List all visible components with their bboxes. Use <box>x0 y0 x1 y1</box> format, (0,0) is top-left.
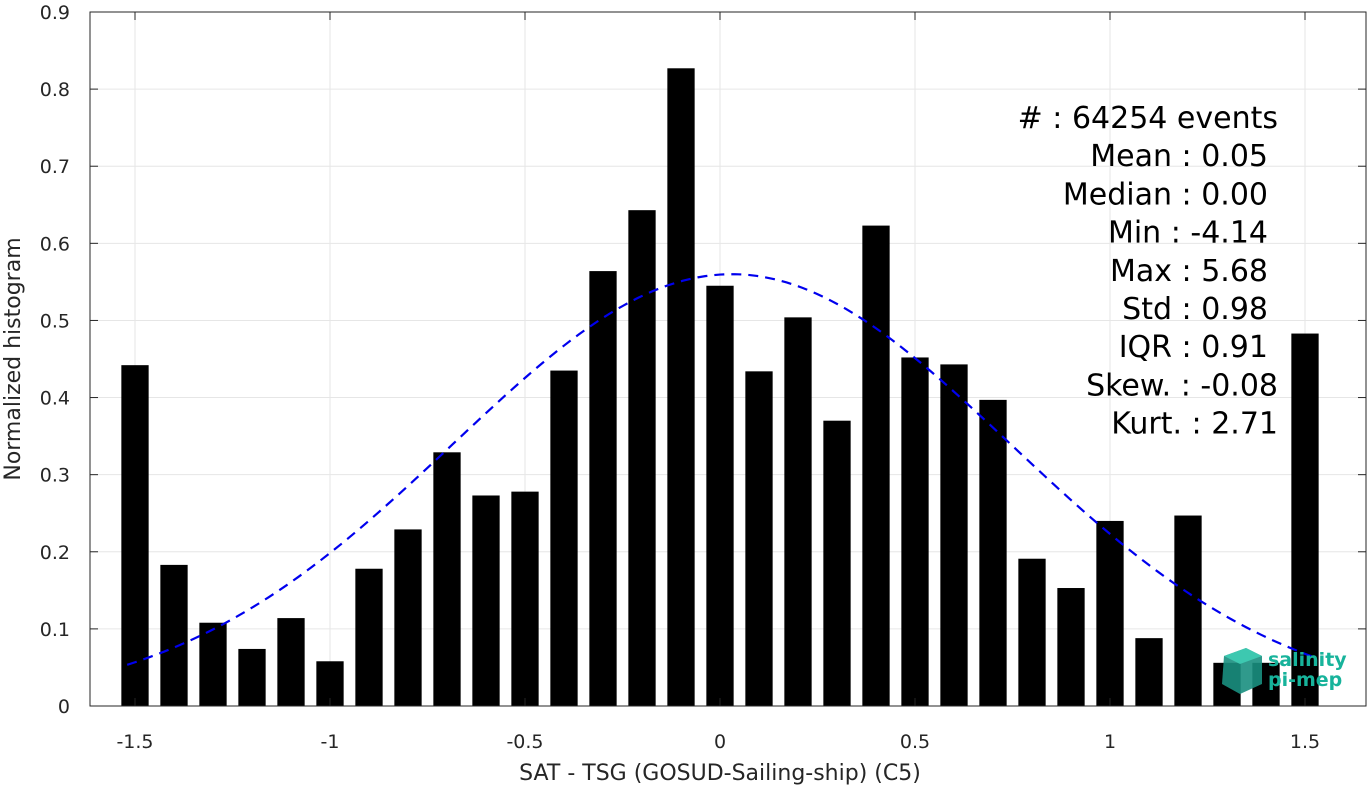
x-tick-label: 0 <box>714 731 726 753</box>
x-tick-label: 0.5 <box>900 731 930 753</box>
x-tick-label: -1 <box>321 731 340 753</box>
histogram-bar <box>355 568 383 706</box>
stat-line: Std : 0.98 <box>1122 292 1268 327</box>
histogram-bar <box>1135 638 1163 706</box>
histogram-bar <box>784 317 812 706</box>
y-tick-label: 0.3 <box>40 465 70 487</box>
stat-line: # : 64254 events <box>1018 101 1278 136</box>
histogram-bar <box>238 648 266 706</box>
histogram-bar <box>979 399 1007 706</box>
y-tick-label: 0.1 <box>40 619 70 641</box>
histogram-bar <box>745 371 773 706</box>
histogram-bar <box>1291 333 1319 706</box>
y-tick-label: 0.4 <box>40 388 70 410</box>
salinity-pi-mep-logo: salinity pi-mep <box>1222 648 1347 694</box>
histogram-bar <box>823 420 851 706</box>
histogram-bar <box>628 210 656 707</box>
histogram-bar <box>706 285 734 706</box>
histogram-bar <box>940 364 968 706</box>
axis-ticks <box>90 11 1366 707</box>
histogram-bar <box>511 491 539 706</box>
x-tick-labels: -1.5 -1 -0.5 0 0.5 1 1.5 <box>116 731 1320 753</box>
x-tick-label: -0.5 <box>506 731 543 753</box>
y-tick-labels: 0 0.1 0.2 0.3 0.4 0.5 0.6 0.7 0.8 0.9 <box>40 2 70 718</box>
y-tick-label: 0.7 <box>40 156 70 178</box>
y-tick-label: 0.8 <box>40 79 70 101</box>
histogram-bar <box>199 622 227 706</box>
histogram-bar <box>1018 558 1046 706</box>
histogram-bar <box>862 225 890 706</box>
y-axis-label: Normalized histogram <box>1 237 26 480</box>
histogram-bar <box>277 618 305 706</box>
x-tick-label: 1.5 <box>1290 731 1320 753</box>
stat-line: Median : 0.00 <box>1063 177 1268 212</box>
histogram-bar <box>160 564 188 706</box>
histogram-bar <box>472 495 500 706</box>
histogram-bar <box>1057 588 1085 706</box>
histogram-bar <box>1174 515 1202 706</box>
logo-line1: salinity <box>1268 649 1347 671</box>
x-tick-label: -1.5 <box>116 731 153 753</box>
histogram-bar <box>433 452 461 706</box>
bars <box>121 68 1319 707</box>
histogram-bar <box>394 529 422 706</box>
stat-line: Max : 5.68 <box>1110 254 1268 289</box>
histogram-bar <box>589 271 617 706</box>
y-tick-label: 0.6 <box>40 233 70 255</box>
x-tick-label: 1 <box>1104 731 1116 753</box>
histogram-bar <box>901 357 929 706</box>
y-tick-label: 0.2 <box>40 542 70 564</box>
y-tick-label: 0.5 <box>40 310 70 332</box>
plot-frame <box>89 11 1367 707</box>
stat-line: IQR : 0.91 <box>1119 330 1268 365</box>
logo-line2: pi-mep <box>1268 669 1342 691</box>
y-tick-label: 0 <box>58 696 70 718</box>
stat-line: Skew. : -0.08 <box>1086 368 1278 403</box>
histogram-bar <box>121 365 149 706</box>
stat-line: Kurt. : 2.71 <box>1111 407 1278 442</box>
logo-cube-face-icon <box>1224 648 1262 664</box>
x-axis-label: SAT - TSG (GOSUD-Sailing-ship) (C5) <box>519 761 921 786</box>
stat-line: Min : -4.14 <box>1108 216 1268 251</box>
normal-fit-curve <box>126 273 1314 666</box>
y-tick-label: 0.9 <box>40 2 70 24</box>
histogram-bar <box>667 68 695 706</box>
histogram-bar <box>1096 520 1124 706</box>
stat-line: Mean : 0.05 <box>1090 139 1268 174</box>
histogram-bar <box>550 370 578 706</box>
